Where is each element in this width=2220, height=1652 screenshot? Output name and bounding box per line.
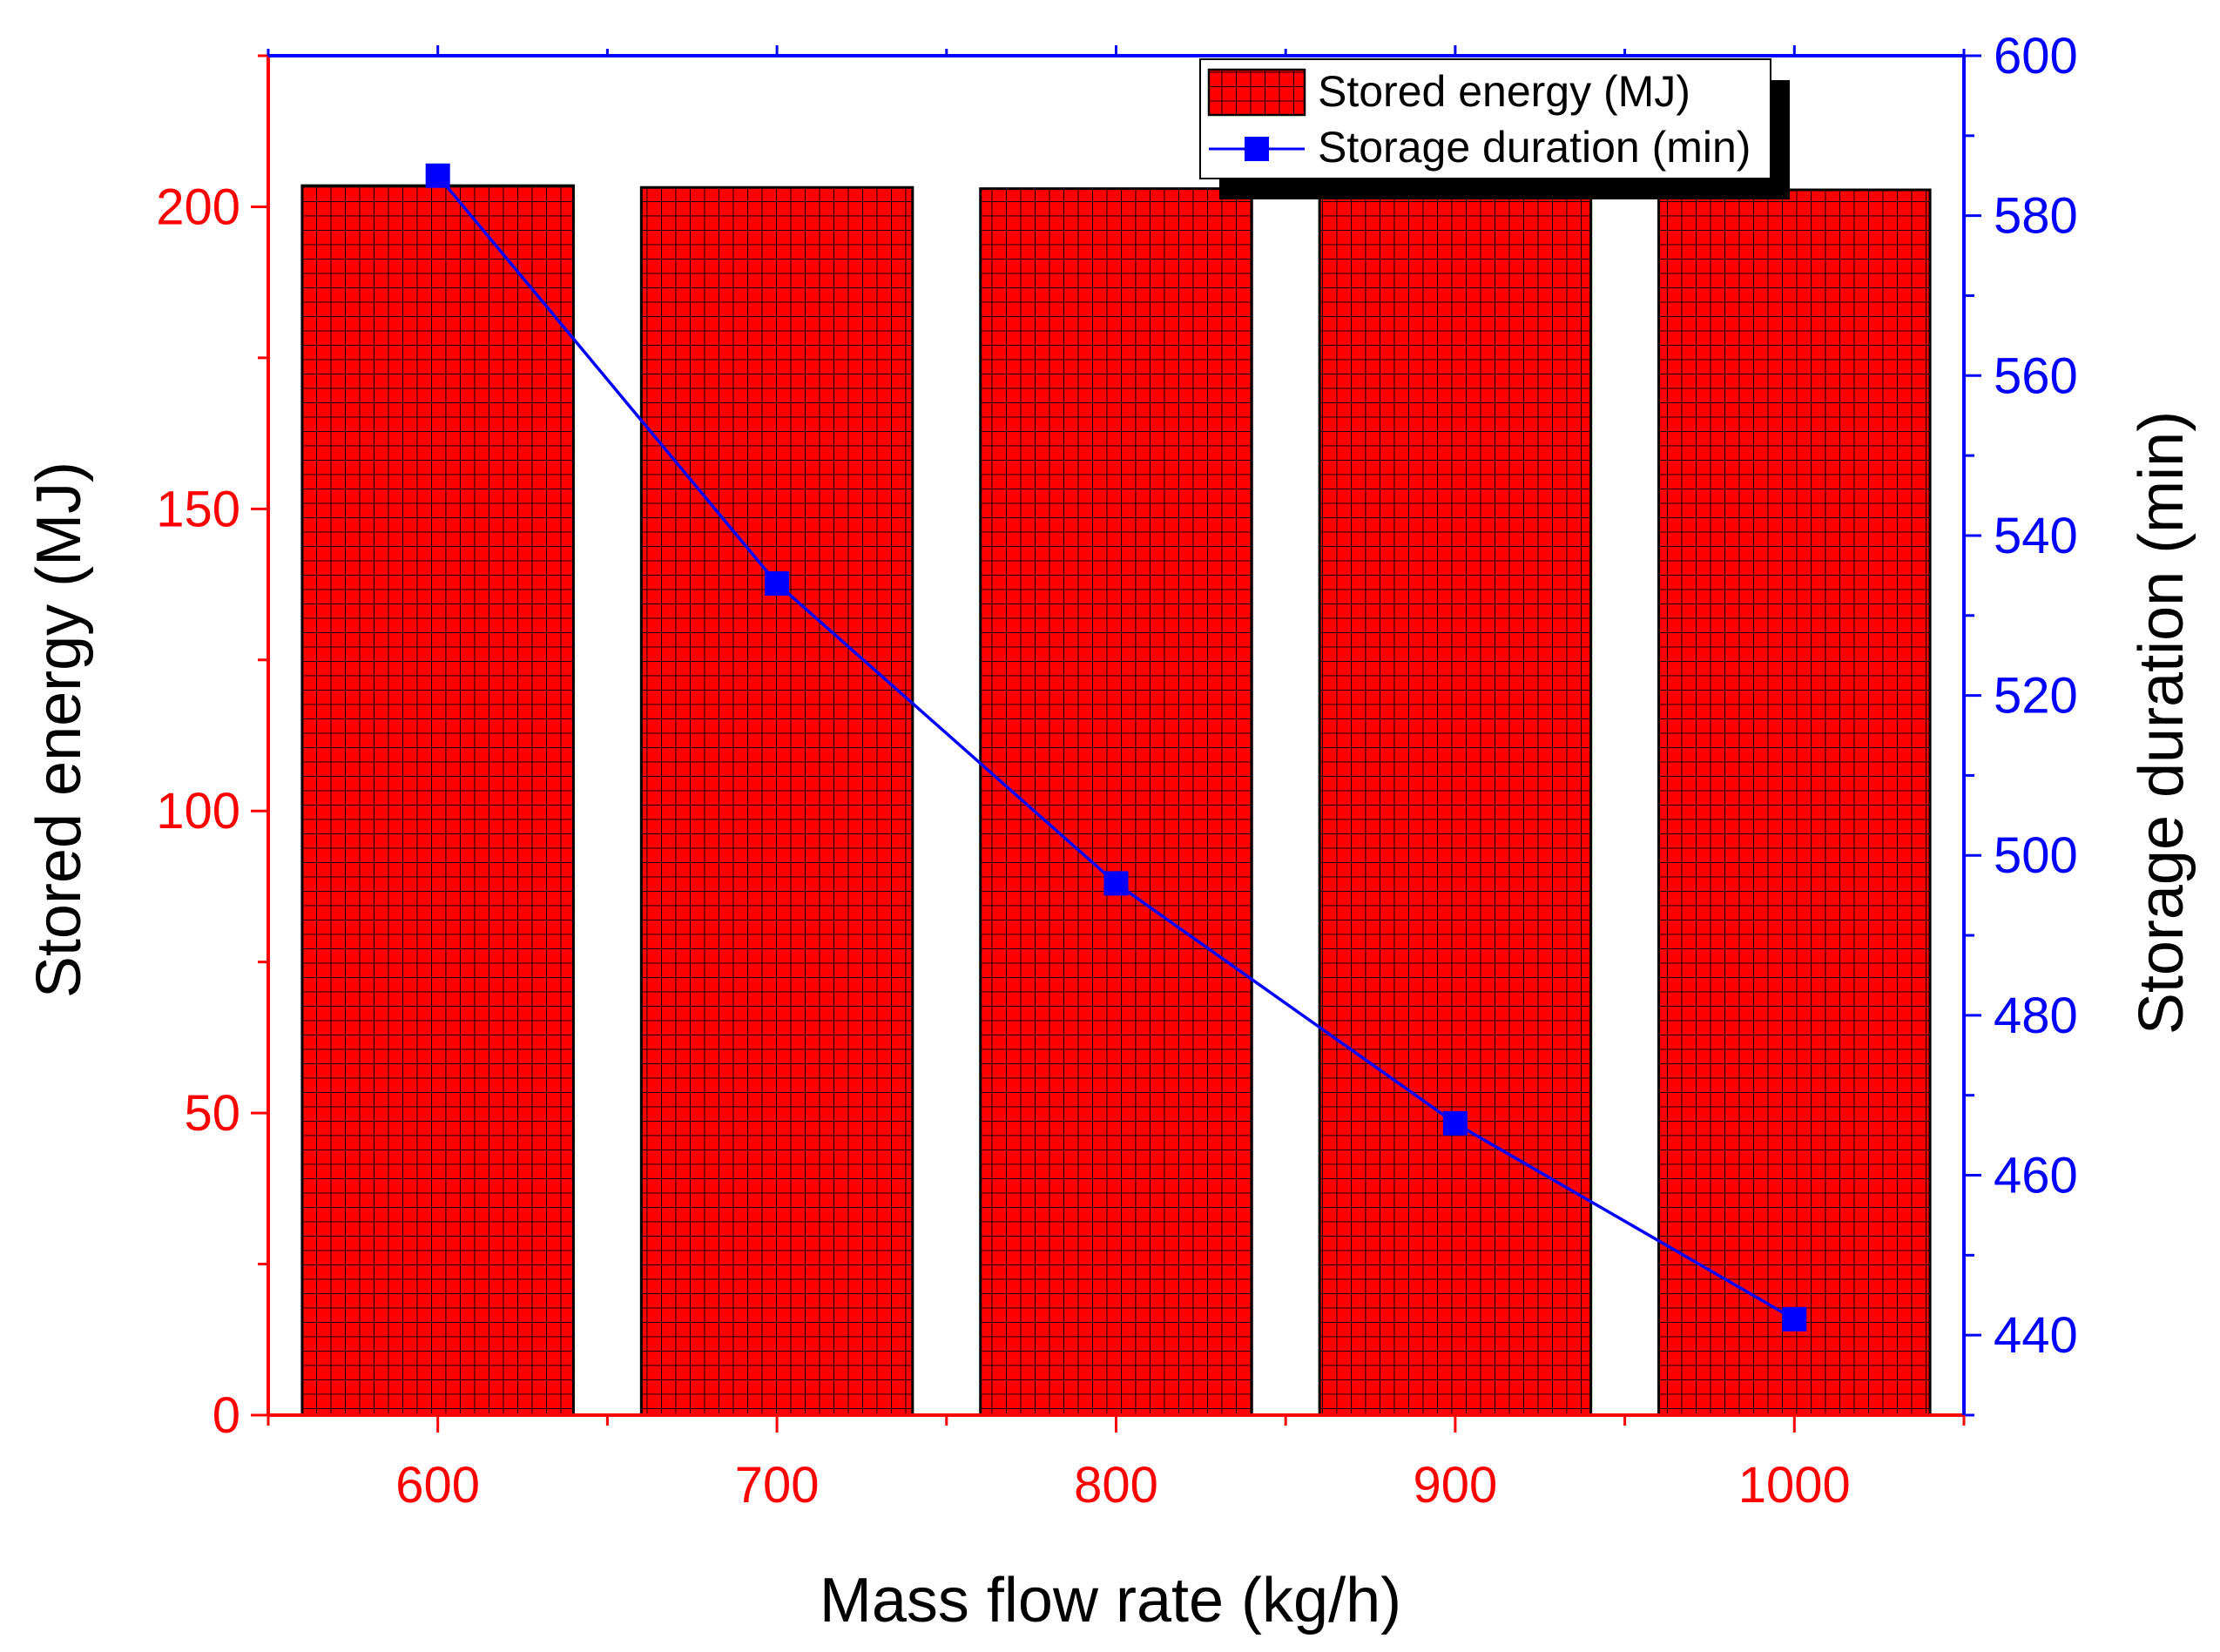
storage-duration-point-900 — [1442, 1110, 1468, 1136]
axes-layer: 0 50 100 150 200 440 460 480 500 520 540 560 580 600 6… — [156, 28, 2078, 1514]
right-tick-label-460: 460 — [1994, 1148, 2078, 1204]
bar-800 — [979, 187, 1253, 1417]
right-tick-label-480: 480 — [1994, 988, 2078, 1044]
right-tick-label-580: 580 — [1994, 188, 2078, 245]
bar-1000 — [1657, 188, 1932, 1417]
x-tick-label-600: 600 — [395, 1457, 480, 1514]
x-tick-label-1000: 1000 — [1738, 1457, 1851, 1514]
left-tick-label-200: 200 — [156, 179, 240, 235]
bar-700 — [639, 185, 914, 1417]
left-tick-label-0: 0 — [213, 1387, 240, 1444]
right-tick-label-520: 520 — [1994, 668, 2078, 725]
right-tick-label-600: 600 — [1994, 28, 2078, 84]
storage-duration-point-800 — [1103, 871, 1129, 896]
x-tick-label-700: 700 — [735, 1457, 820, 1514]
bar-600 — [300, 184, 575, 1417]
right-tick-label-500: 500 — [1994, 827, 2078, 884]
bars-layer — [300, 184, 1932, 1417]
x-tick-label-800: 800 — [1074, 1457, 1158, 1514]
left-tick-label-100: 100 — [156, 783, 240, 839]
legend: Stored energy (MJ) Storage duration (min) — [1199, 58, 1790, 199]
legend-swatch-bar — [1207, 68, 1306, 117]
left-y-axis-title: Stored energy (MJ) — [24, 462, 94, 998]
x-tick-label-900: 900 — [1414, 1457, 1498, 1514]
legend-label-storage-duration: Storage duration (min) — [1318, 123, 1751, 172]
legend-swatch-marker — [1245, 137, 1269, 161]
legend-label-stored-energy: Stored energy (MJ) — [1318, 67, 1690, 116]
right-tick-label-560: 560 — [1994, 347, 2078, 404]
left-tick-label-150: 150 — [156, 481, 240, 537]
bar-900 — [1318, 186, 1593, 1417]
right-y-axis-title: Storage duration (min) — [2127, 411, 2196, 1035]
right-tick-label-540: 540 — [1994, 508, 2078, 564]
right-tick-label-440: 440 — [1994, 1307, 2078, 1364]
left-tick-label-50: 50 — [184, 1085, 240, 1142]
storage-duration-point-600 — [425, 163, 450, 188]
storage-duration-point-700 — [765, 571, 790, 597]
line-series-layer — [425, 163, 1807, 1332]
x-axis-title: Mass flow rate (kg/h) — [820, 1566, 1401, 1635]
storage-duration-point-1000 — [1782, 1306, 1807, 1332]
